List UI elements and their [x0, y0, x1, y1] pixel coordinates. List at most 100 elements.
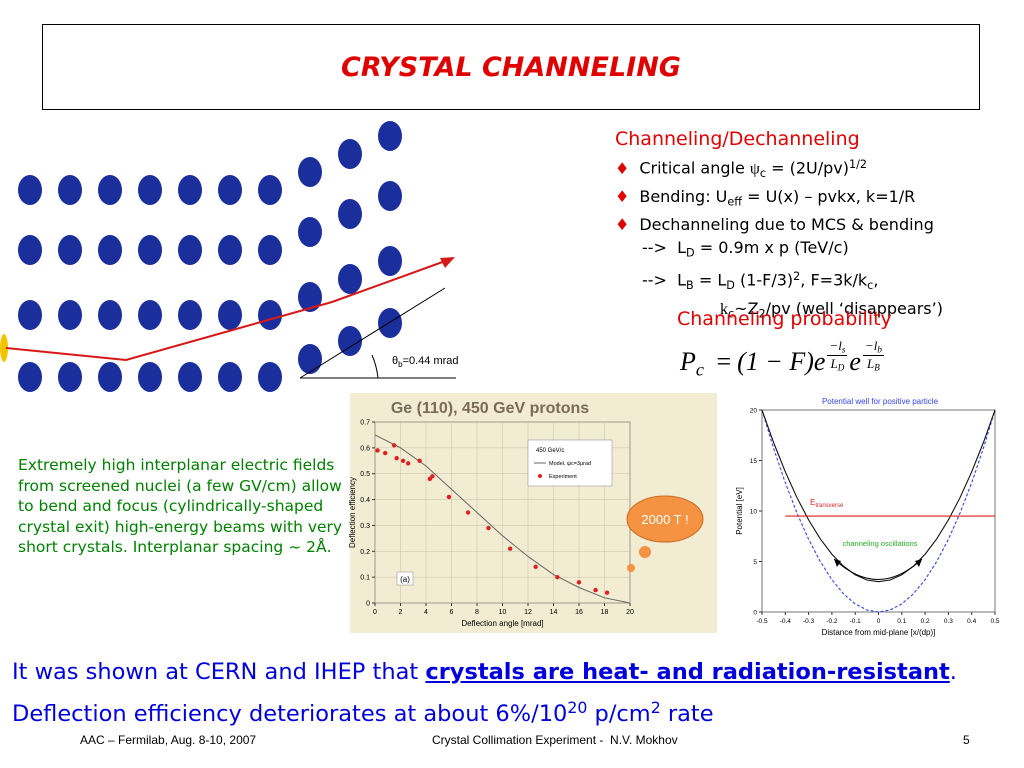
text-run: = U(x) – pvkx, k=1/R: [741, 186, 916, 206]
x-tick-label: 6: [450, 609, 454, 616]
data-point: [417, 458, 422, 463]
text-run: D: [686, 246, 695, 260]
lattice-atom: [258, 300, 282, 330]
lattice-atom: [378, 246, 402, 276]
text-run: . Deflection efficiency deteriorates at …: [12, 659, 957, 727]
y-tick-label: 0.5: [360, 471, 370, 478]
potential-chart: -0.5 -0.4 -0.3 -0.2 -0.1 0 0.1 0.2 0.3 0.4 0.5 0 5 10…: [735, 397, 1000, 637]
x-tick-label: 10: [499, 609, 507, 616]
annotation: (a): [400, 575, 410, 584]
lattice-atom: [258, 235, 282, 265]
x-tick-label: 0.2: [921, 618, 930, 625]
arrow-head: [834, 559, 841, 567]
channeling-text: Channeling/Dechanneling ♦ Critical angle …: [615, 128, 943, 325]
lattice-atom: [18, 235, 42, 265]
data-point: [555, 574, 560, 580]
text-run: 2: [650, 698, 661, 717]
lattice-atom: [258, 175, 282, 205]
data-point: [446, 494, 452, 500]
data-line: [761, 409, 996, 583]
y-tick-label: 20: [750, 408, 758, 415]
data-point: [375, 448, 380, 453]
energy-label: Etransverse: [810, 498, 844, 509]
lattice-atom: [378, 121, 402, 151]
text-run: ,: [873, 270, 879, 290]
efficiency-chart: 0 2 4 6 8 10 12 14 16 18 20 0 0.1 0.2 0.3 0.4 0.5 0.6 0.7 D…: [348, 400, 704, 628]
text-run: /pv (well ‘disappears’): [765, 298, 943, 318]
text-run: D: [726, 278, 735, 292]
x-tick-label: 14: [550, 609, 558, 616]
lattice-atom: [178, 175, 202, 205]
x-tick-label: -0.5: [756, 618, 768, 625]
data-point: [465, 510, 471, 515]
formula-eq: =: [716, 347, 732, 376]
oscillation-label: channeling oscillations: [842, 539, 917, 548]
exp1-den: L: [830, 355, 838, 371]
callout-dot: [627, 564, 635, 572]
text-run: k: [720, 300, 728, 318]
legend-label: Model, ψc=3μrad: [549, 461, 591, 467]
exp2-den: L: [866, 355, 875, 371]
lattice-atom: [18, 362, 42, 392]
formula-e2: e: [849, 347, 861, 376]
footer-center: Crystal Collimation Experiment - N.V. Mo…: [432, 733, 678, 747]
data-point: [430, 474, 435, 479]
title-box: CRYSTAL CHANNELING: [42, 24, 980, 110]
lattice-atom: [178, 300, 202, 330]
arrow-head: [915, 559, 922, 567]
data-line: [374, 434, 631, 604]
text-run: Bending: U: [639, 186, 728, 206]
text-run: 2: [758, 306, 766, 320]
sub-lines: --> LD = 0.9m x p (TeV/c) --> LB = LD (1-…: [615, 236, 943, 325]
data-point: [593, 587, 598, 593]
x-tick-label: 12: [524, 609, 532, 616]
text-run: c: [728, 306, 735, 320]
legend-label: Experiment: [549, 474, 577, 480]
angle-label: θb=0.44 mrad: [392, 355, 459, 369]
text-run: 20: [567, 698, 588, 717]
y-tick-label: 0.7: [360, 420, 370, 427]
lattice-atom: [338, 264, 362, 294]
x-tick-label: 0.4: [967, 618, 976, 625]
lattice-atom: [138, 362, 162, 392]
y-tick-label: 0: [366, 601, 370, 608]
text-run: = L: [693, 270, 727, 290]
plot-area: [761, 409, 996, 613]
bullet: ♦: [615, 186, 630, 206]
text-run: c: [759, 166, 767, 180]
footer-page: 5: [963, 733, 970, 747]
data-point: [405, 461, 411, 466]
formula: Pc = (1 − F)e −ls LD e −lb LB: [680, 338, 886, 380]
lattice-atom: [218, 175, 242, 205]
lattice-atom: [58, 362, 82, 392]
text-run: Dechanneling due to MCS & bending: [639, 215, 934, 235]
x-tick-label: -0.1: [850, 618, 862, 625]
lattice-atom: [338, 326, 362, 356]
y-tick-label: 0: [753, 610, 757, 617]
bullet-item: ♦ Dechanneling due to MCS & bending: [615, 213, 943, 236]
heading: Channeling/Dechanneling: [615, 128, 860, 150]
exp2-num-sub: b: [877, 344, 882, 355]
legend-title: 450 GeV/c: [536, 448, 564, 454]
data-point: [383, 450, 388, 456]
text-run: It was shown at CERN and IHEP that: [12, 659, 426, 685]
y-tick-label: 0.6: [360, 445, 370, 452]
callout-dot: [639, 546, 651, 558]
angle-arc: [371, 354, 379, 379]
probability-heading: Channeling probability: [677, 308, 892, 330]
sub-line: --> LB = LD (1-F/3)2, F=3k/kc,: [615, 265, 943, 297]
y-tick-label: 0.1: [360, 575, 370, 582]
oscillation-arrow: [833, 558, 923, 580]
data-point: [400, 458, 406, 463]
text-run: = 0.9m x p (TeV/c): [694, 238, 849, 258]
beam-trajectory: [5, 259, 449, 362]
text-run: rate: [660, 700, 714, 727]
energy-label-main: E: [810, 498, 815, 507]
left-text: Extremely high interplanar electric fiel…: [18, 456, 343, 556]
lattice-atom: [338, 199, 362, 229]
lattice-atom: [58, 175, 82, 205]
lattice-atom: [298, 344, 322, 374]
text-run: ψ: [749, 160, 760, 178]
x-tick-label: 0.1: [897, 618, 906, 625]
